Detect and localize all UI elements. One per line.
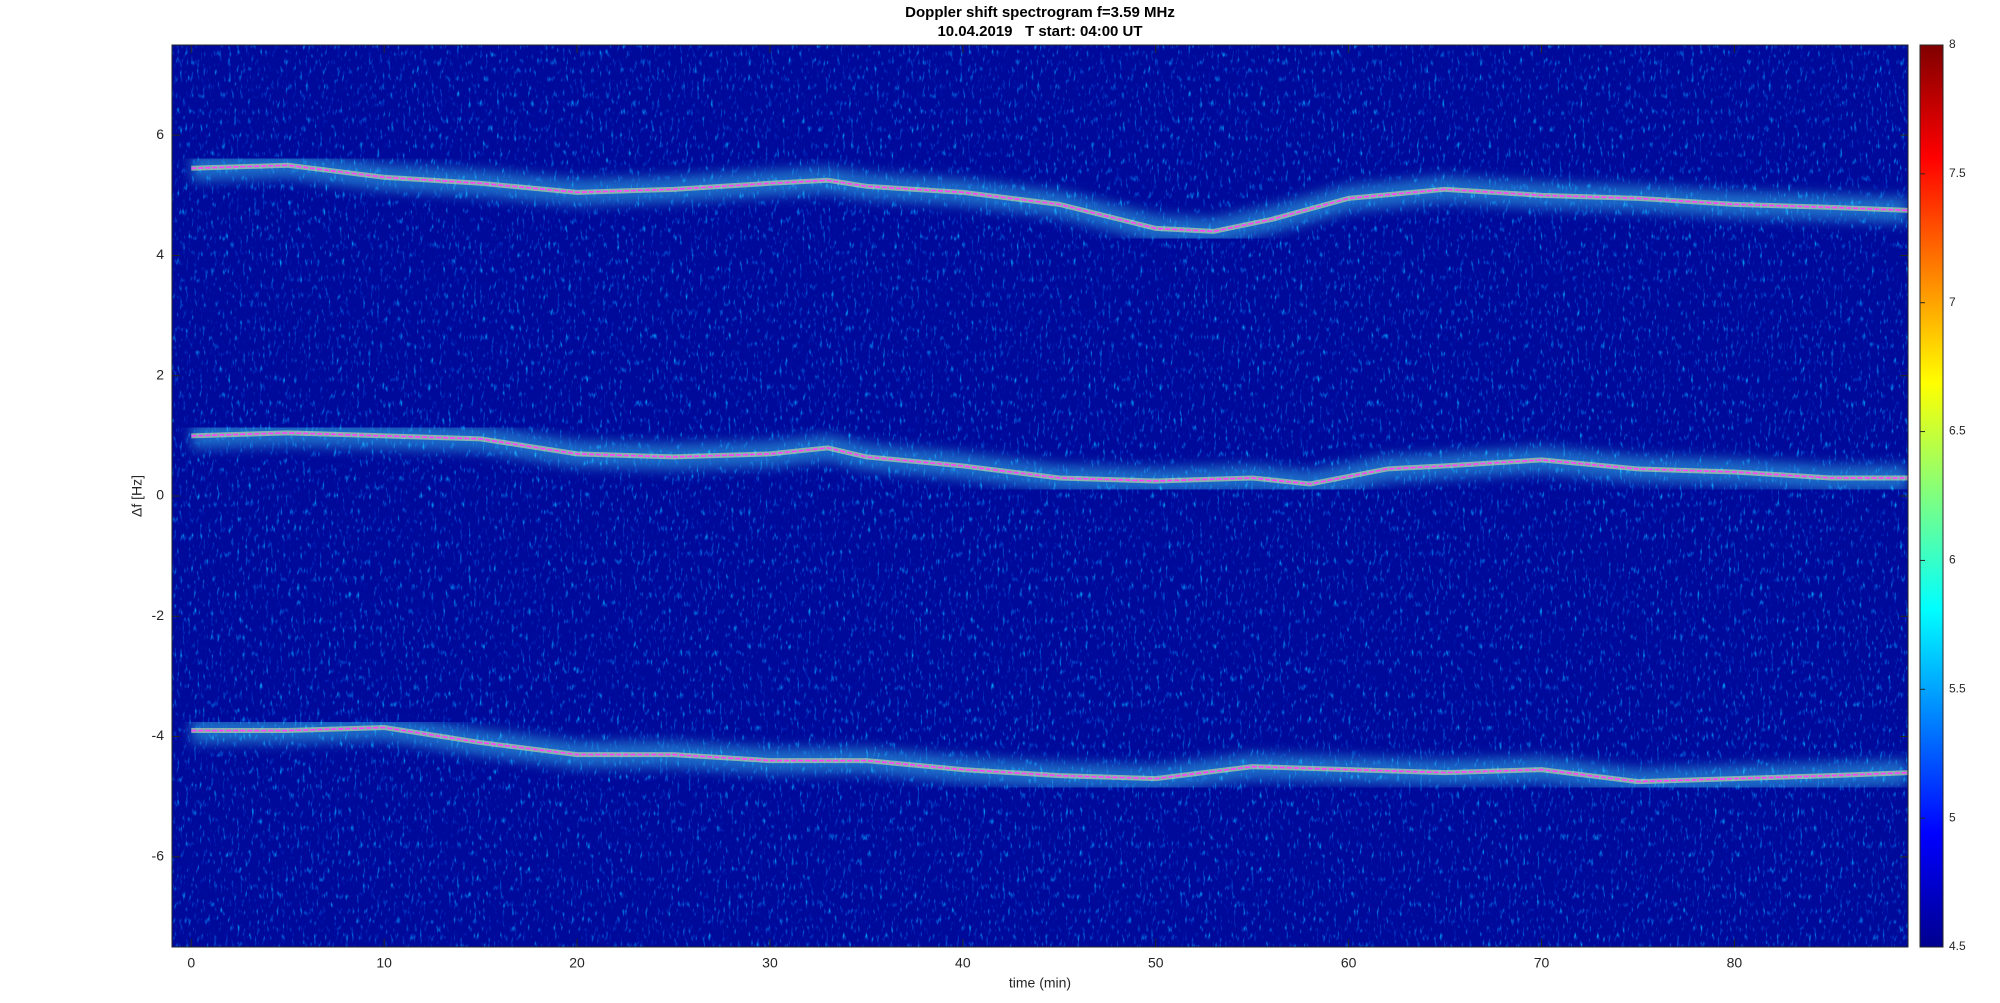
colorbar-tick-label: 7.5 [1949, 166, 1966, 180]
y-tick-label: 2 [156, 366, 164, 382]
x-tick-label: 70 [1534, 955, 1550, 971]
x-tick-label: 80 [1727, 955, 1743, 971]
y-tick-label: -6 [152, 848, 165, 864]
x-tick-label: 30 [762, 955, 778, 971]
trace-line [191, 164, 1908, 233]
y-tick-label: 0 [156, 487, 164, 503]
plot-area [190, 152, 1908, 795]
y-tick-label: -4 [152, 727, 165, 743]
trace-line [191, 432, 1908, 485]
colorbar-tick-label: 5 [1949, 810, 1956, 824]
colorbar-tick-label: 4.5 [1949, 939, 1966, 953]
chart-title: Doppler shift spectrogram f=3.59 MHz [905, 4, 1175, 21]
x-tick-label: 0 [187, 955, 195, 971]
colorbar-tick-label: 5.5 [1949, 681, 1966, 695]
x-tick-label: 60 [1341, 955, 1357, 971]
colorbar-tick-label: 8 [1949, 37, 1956, 51]
colorbar-tick-label: 6 [1949, 553, 1956, 567]
chart-subtitle: 10.04.2019 T start: 04:00 UT [937, 23, 1142, 40]
colorbar-tick-label: 6.5 [1949, 424, 1966, 438]
colorbar-tick-label: 7 [1949, 295, 1956, 309]
colorbar [1919, 44, 1944, 948]
x-axis-label: time (min) [1009, 975, 1071, 991]
y-axis-label: Δf [Hz] [129, 475, 145, 517]
y-tick-label: 6 [156, 126, 164, 142]
x-tick-label: 20 [569, 955, 585, 971]
y-tick-label: -2 [152, 607, 165, 623]
x-tick-label: 10 [376, 955, 392, 971]
x-tick-label: 50 [1148, 955, 1164, 971]
x-tick-label: 40 [955, 955, 971, 971]
trace-line [191, 726, 1908, 783]
y-tick-label: 4 [156, 246, 164, 262]
